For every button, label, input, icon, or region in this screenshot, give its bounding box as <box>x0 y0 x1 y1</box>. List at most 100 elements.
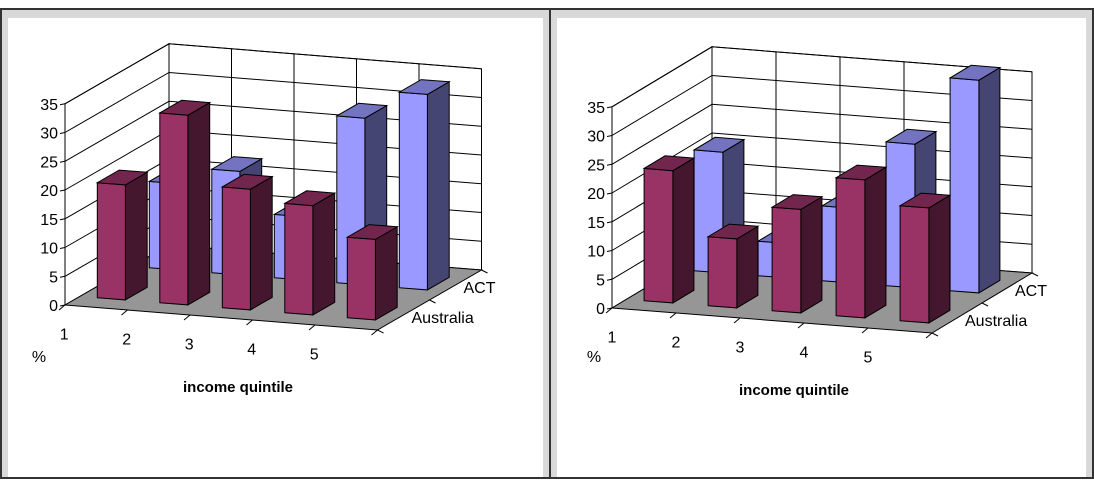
gridline <box>611 74 1033 136</box>
y-tick-label: 5 <box>49 269 58 286</box>
y-tick-mark <box>606 192 613 195</box>
y-tick-label: 30 <box>587 129 605 146</box>
bar-top <box>884 128 938 145</box>
chart-area: 0 5 10 15 20 25 30 35 1 2 3 4 5 Australia ACT% income q… <box>8 18 543 477</box>
gridline <box>611 46 1033 108</box>
bar-side <box>672 157 695 304</box>
y-tick-mark <box>59 189 66 192</box>
x-tick-label: 4 <box>247 342 256 359</box>
bar-side <box>124 171 148 301</box>
series-label: Australia <box>965 313 1027 330</box>
x-tick-label: 5 <box>864 350 873 367</box>
bar-top <box>898 192 952 209</box>
y-axis-label: % <box>587 349 601 366</box>
bar <box>159 112 189 306</box>
x-tick-mark <box>861 327 869 334</box>
x-axis-label: income quintile <box>739 382 849 399</box>
x-tick-label: 5 <box>310 347 319 364</box>
y-tick-label: 20 <box>587 186 605 203</box>
bar-top <box>770 194 824 210</box>
z-tick-mark <box>1031 272 1039 277</box>
bar-top <box>706 223 760 240</box>
y-tick-label: 35 <box>587 100 605 117</box>
gridline <box>64 71 482 133</box>
x-tick-label: 3 <box>736 340 745 357</box>
z-tick-mark <box>429 299 436 304</box>
y-tick-mark <box>59 247 66 249</box>
y-tick-mark <box>606 163 613 166</box>
y-tick-mark <box>606 221 613 224</box>
bar <box>835 177 866 319</box>
bar-side <box>249 175 273 311</box>
bar <box>949 77 980 294</box>
bar-top <box>220 173 274 190</box>
x-tick-mark <box>246 319 253 326</box>
x-tick-label: 4 <box>800 345 809 362</box>
y-tick-mark <box>59 103 66 106</box>
y-axis-label: % <box>32 349 46 366</box>
y-tick-mark <box>606 278 613 281</box>
chart-left: 0 5 10 15 20 25 30 35 1 2 3 4 5 Australia ACT% income q… <box>32 42 496 396</box>
chart-panel-right: 0 5 10 15 20 25 30 35 1 2 3 4 5 Australia ACT% income q… <box>549 8 1094 479</box>
z-tick-mark <box>481 269 488 274</box>
x-tick-mark <box>58 304 66 311</box>
x-tick-label: 2 <box>672 335 681 352</box>
y-tick-mark <box>59 160 66 163</box>
series-label: ACT <box>464 280 496 297</box>
bar-side <box>312 192 336 316</box>
bar <box>96 182 126 301</box>
chart-right: 0 5 10 15 20 25 30 35 1 2 3 4 5 Australia ACT% income q… <box>587 45 1047 399</box>
bar <box>398 91 428 291</box>
bar-top <box>642 155 696 172</box>
bar-side <box>187 101 211 306</box>
x-tick-mark <box>925 332 933 339</box>
y-tick-label: 25 <box>40 154 58 171</box>
bar <box>346 236 376 321</box>
y-tick-label: 25 <box>587 157 605 174</box>
x-tick-mark <box>308 324 316 331</box>
y-tick-mark <box>59 218 66 221</box>
bar-side <box>928 194 951 324</box>
bar-side <box>978 66 1001 294</box>
x-tick-mark <box>121 309 128 316</box>
bar-top <box>948 64 1002 81</box>
z-tick-mark <box>377 329 384 334</box>
z-tick-mark <box>981 302 989 307</box>
bar <box>771 206 802 314</box>
y-tick-label: 35 <box>40 97 58 114</box>
y-tick-label: 0 <box>596 301 605 318</box>
y-tick-mark <box>606 135 613 137</box>
bar <box>643 167 674 304</box>
y-tick-label: 15 <box>40 212 58 229</box>
bar-side <box>736 225 759 309</box>
y-tick-label: 10 <box>587 244 605 261</box>
bar-top <box>158 99 212 116</box>
bar-top <box>335 102 389 119</box>
x-tick-label: 1 <box>608 330 617 347</box>
y-tick-mark <box>59 132 66 134</box>
bar-top <box>692 136 746 153</box>
y-tick-mark <box>59 275 66 278</box>
gridline <box>611 103 1033 165</box>
y-tick-label: 30 <box>40 126 58 143</box>
x-tick-label: 2 <box>122 332 131 349</box>
x-tick-mark <box>733 317 741 324</box>
x-tick-label: 1 <box>60 327 69 344</box>
x-tick-mark <box>371 329 378 336</box>
bar-side <box>800 195 823 314</box>
series-label: Australia <box>412 310 474 327</box>
bar-top <box>345 224 399 240</box>
bar-side <box>864 166 887 319</box>
bar-top <box>283 190 337 207</box>
y-tick-label: 20 <box>40 183 58 200</box>
z-tick-mark <box>931 332 939 337</box>
y-tick-mark <box>606 106 613 109</box>
gridline <box>64 43 482 105</box>
series-label: ACT <box>1015 283 1047 300</box>
x-axis-label: income quintile <box>183 379 293 396</box>
bar-side <box>426 80 450 291</box>
y-tick-label: 0 <box>49 298 58 315</box>
bar-top <box>397 79 451 95</box>
x-tick-mark <box>183 314 191 321</box>
bar <box>221 186 251 311</box>
